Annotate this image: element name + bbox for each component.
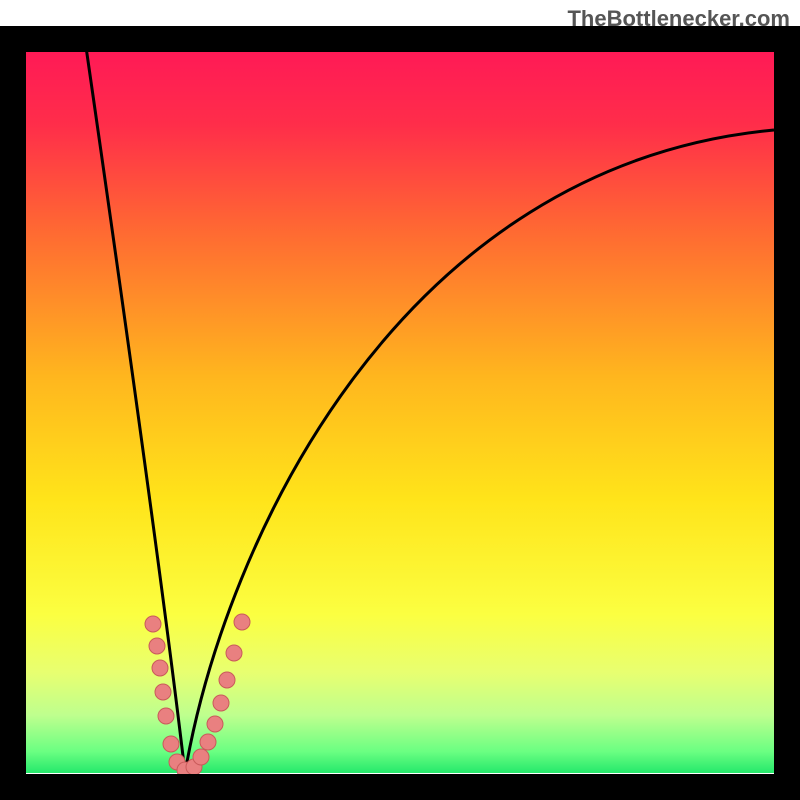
gradient-background [26,52,774,773]
watermark-text: TheBottlenecker.com [567,6,790,32]
chart-root: TheBottlenecker.com [0,0,800,800]
